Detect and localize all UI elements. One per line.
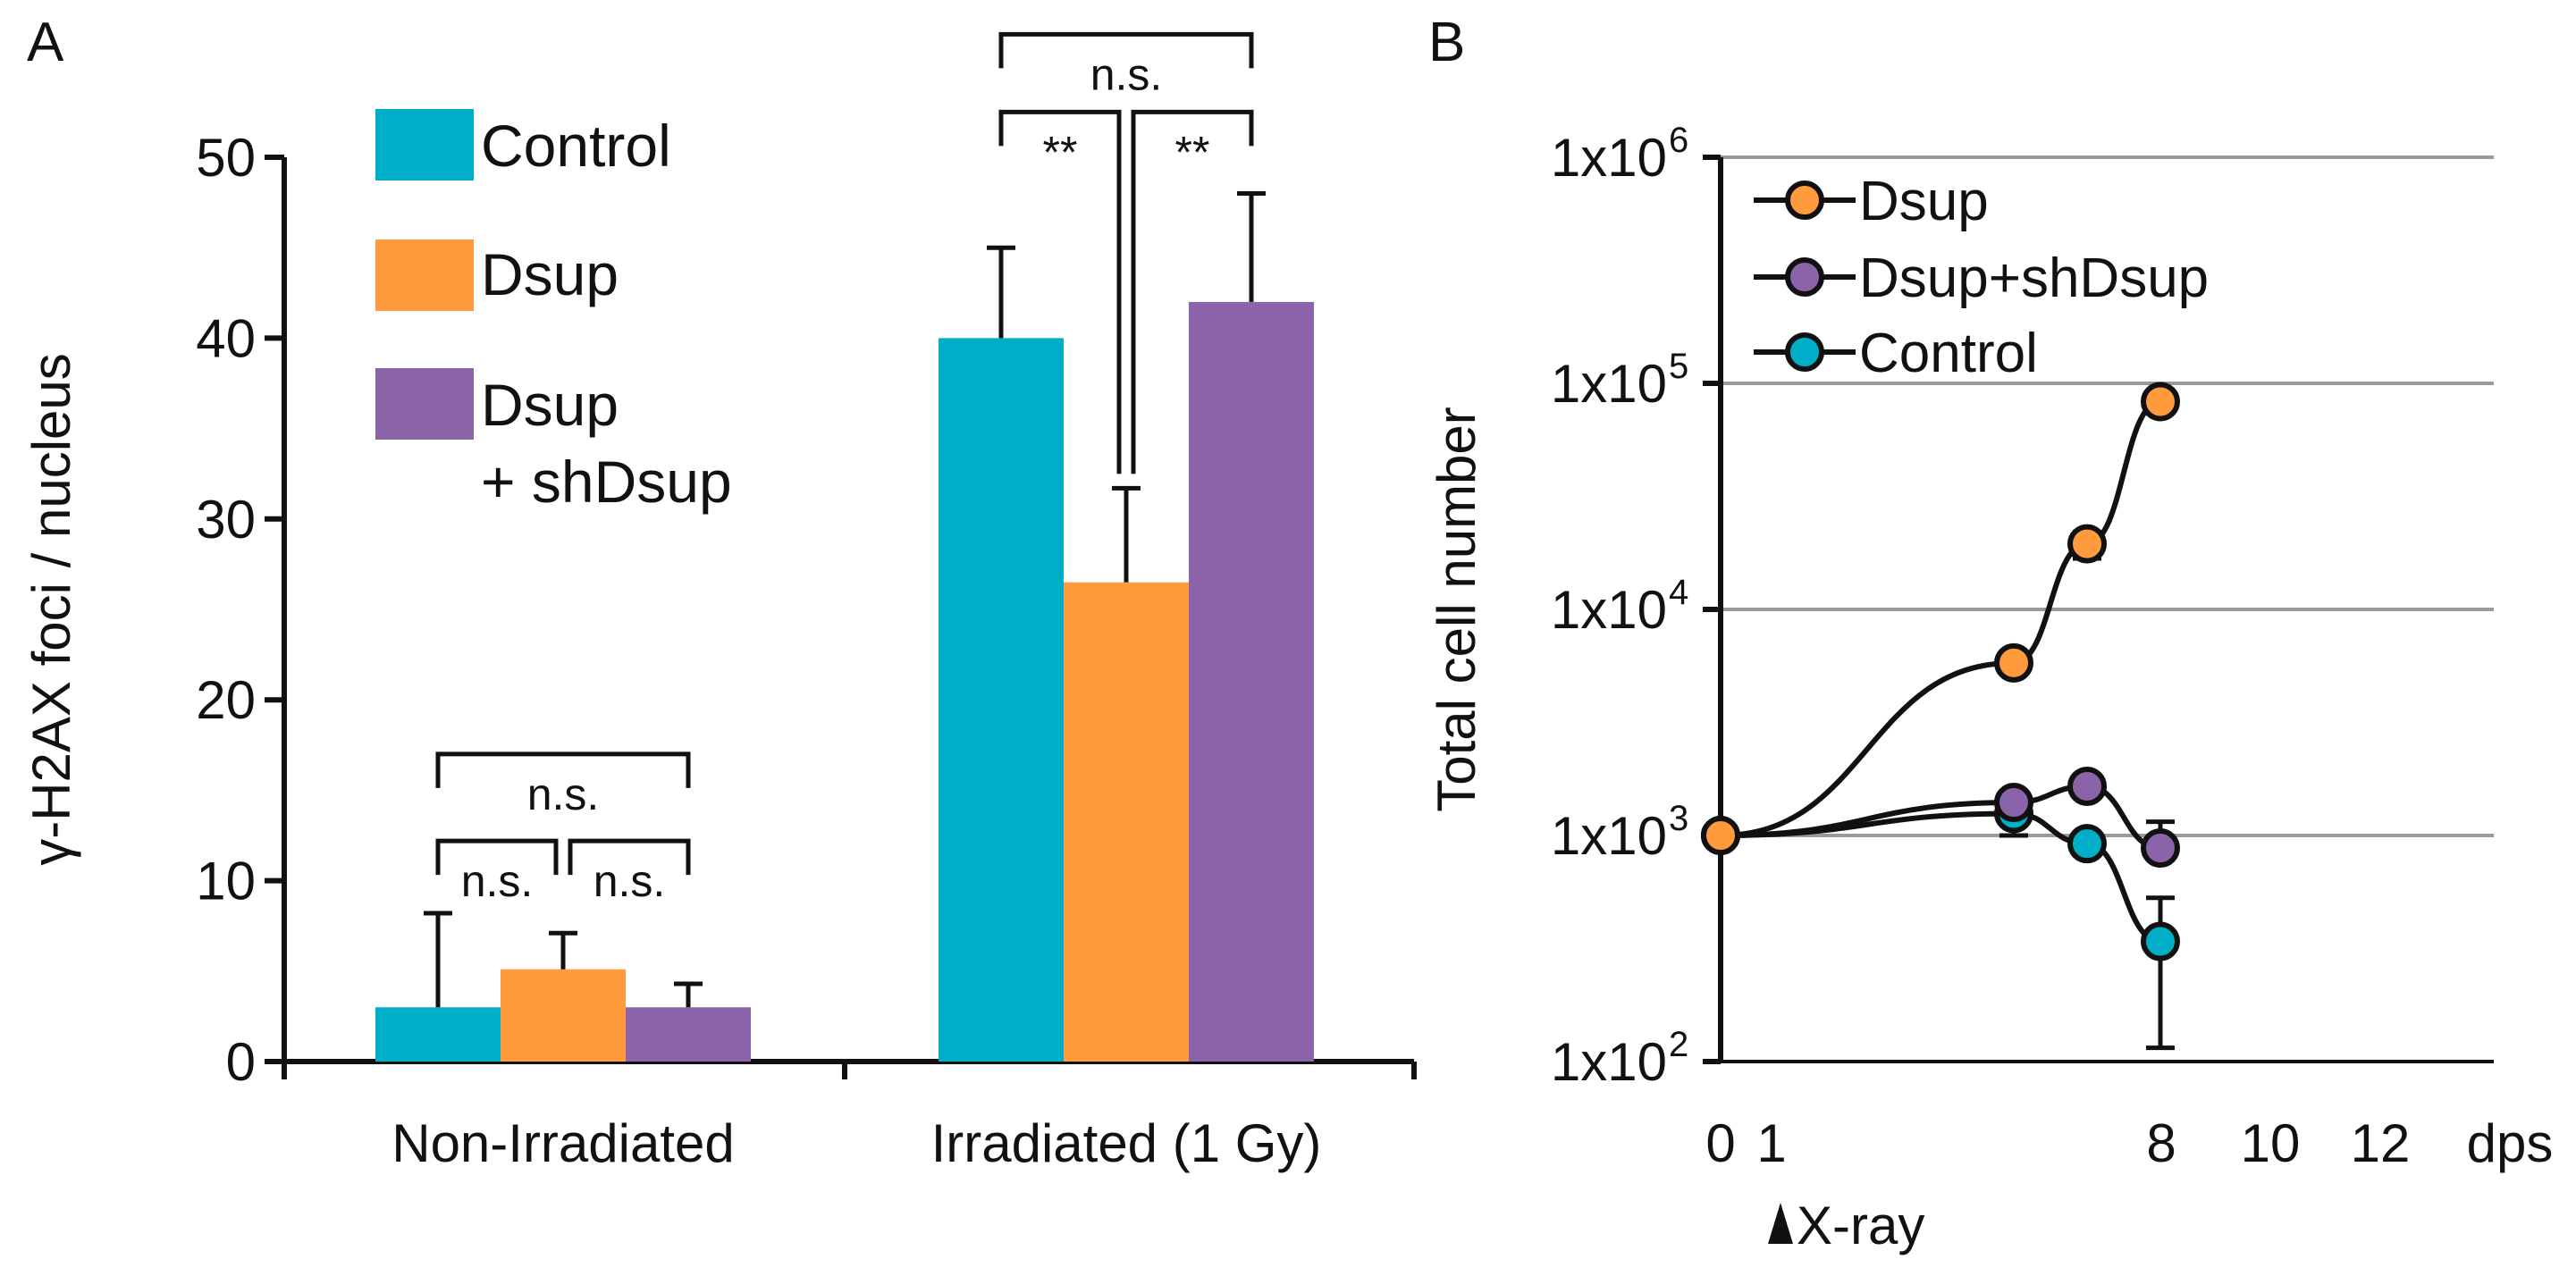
- bar-control-non-irradiated: [375, 1007, 501, 1062]
- significance-bracket-3: [998, 31, 1254, 69]
- legend-label-3: + shDsup: [481, 449, 732, 515]
- series-line-control: [1720, 810, 2161, 944]
- y-tick-base-4: 1x10: [1551, 580, 1667, 640]
- point-dsup-shdsup-day-12: [2141, 828, 2180, 869]
- legend-label-control: Control: [1859, 323, 2038, 384]
- bar-dsup-irradiated-1-gy: [1064, 582, 1189, 1062]
- legend-label-dsup: Dsup: [1859, 171, 1989, 232]
- legend-swatch-control: [375, 109, 474, 180]
- y-tick-label-30: 30: [196, 490, 256, 550]
- significance-label-4: **: [1043, 127, 1078, 177]
- y-tick-label-0: 0: [226, 1032, 256, 1092]
- legend-marker-dsup-shdsup: [1785, 257, 1824, 297]
- point-dsup-shdsup-day-8: [1994, 783, 2033, 823]
- significance-label-2: n.s.: [593, 856, 666, 906]
- legend-marker-dsup: [1785, 180, 1824, 220]
- point-dsup-day-0: [1701, 816, 1740, 855]
- y-tick-base-6: 1x10: [1551, 128, 1667, 188]
- x-axis-unit-label: dps: [2467, 1113, 2554, 1173]
- y-tick-base-5: 1x10: [1551, 354, 1667, 414]
- category-label-non-irradiated: Non-Irradiated: [391, 1113, 735, 1173]
- legend-label-1: Dsup: [481, 241, 619, 307]
- y-tick-label-50: 50: [196, 128, 256, 188]
- panel-a-letter: A: [27, 12, 64, 73]
- legend-label-2: Dsup: [481, 372, 619, 438]
- significance-label-3: n.s.: [1090, 49, 1163, 99]
- y-tick-exp-6: 6: [1669, 121, 1688, 160]
- y-tick-label-20: 20: [196, 670, 256, 730]
- y-tick-base-2: 1x10: [1551, 1032, 1667, 1092]
- category-label-irradiated-1-gy: Irradiated (1 Gy): [931, 1113, 1322, 1173]
- y-tick-label-40: 40: [196, 308, 256, 368]
- x-ray-arrow-icon: [1768, 1203, 1793, 1244]
- y-tick-base-3: 1x10: [1551, 806, 1667, 866]
- bar-dsup-non-irradiated: [501, 969, 626, 1062]
- significance-bracket-2: [568, 838, 691, 876]
- panel-a-bar-chart: 0 10 20 30 40 50 γ-H2AX foci / nucleus Non-Irra…: [21, 31, 1417, 1173]
- bar-dsup-shdsup-irradiated-1-gy: [1189, 301, 1314, 1062]
- y-tick-exp-2: 2: [1669, 1025, 1688, 1064]
- legend-swatch-dsup: [375, 239, 474, 311]
- point-control-day-12: [2141, 921, 2180, 961]
- legend-label-0: Control: [481, 113, 671, 179]
- y-axis-title: γ-H2AX foci / nucleus: [21, 353, 81, 866]
- y-tick-exp-3: 3: [1669, 799, 1688, 838]
- significance-label-5: **: [1175, 127, 1210, 177]
- point-dsup-day-8: [1994, 642, 2033, 683]
- x-ray-annotation: X-ray: [1797, 1196, 1924, 1255]
- legend-marker-control: [1785, 332, 1824, 372]
- significance-bracket-1: [435, 838, 559, 876]
- legend-swatch-dsup-shdsup: [375, 368, 474, 440]
- point-dsup-shdsup-day-10: [2067, 766, 2107, 806]
- x-tick-label-8: 8: [2146, 1113, 2176, 1173]
- x-tick-label-1: 1: [1756, 1113, 1786, 1173]
- y-tick-exp-4: 4: [1669, 573, 1688, 612]
- x-tick-label-12: 12: [2351, 1113, 2411, 1173]
- legend-label-dsup-shdsup: Dsup+shDsup: [1859, 248, 2209, 309]
- series-line-dsup: [1720, 399, 2161, 838]
- bar-dsup-shdsup-non-irradiated: [626, 1007, 751, 1062]
- point-dsup-day-12: [2141, 382, 2180, 422]
- y-tick-label-10: 10: [196, 852, 256, 911]
- point-dsup-day-10: [2067, 524, 2107, 564]
- bar-control-irradiated-1-gy: [939, 338, 1064, 1062]
- y-axis-title: Total cell number: [1427, 407, 1486, 812]
- point-control-day-10: [2067, 824, 2107, 864]
- x-tick-label-10: 10: [2241, 1113, 2301, 1173]
- significance-bracket-0: [435, 751, 691, 788]
- panel-b-letter: B: [1428, 12, 1465, 73]
- significance-label-1: n.s.: [461, 856, 534, 906]
- significance-label-0: n.s.: [527, 769, 600, 819]
- x-tick-label-0: 0: [1705, 1113, 1735, 1173]
- y-tick-exp-5: 5: [1669, 347, 1688, 386]
